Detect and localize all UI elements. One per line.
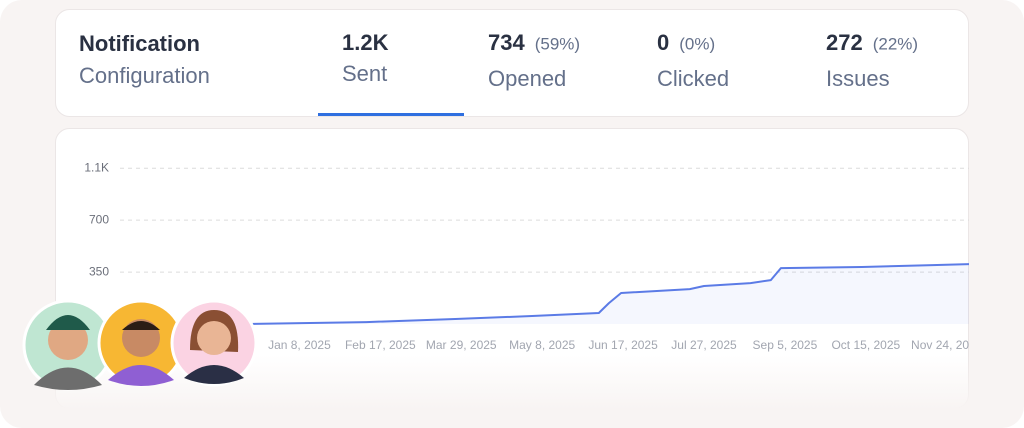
active-tab-indicator xyxy=(318,113,464,116)
stat-label: Sent xyxy=(342,61,387,86)
subtitle: Configuration xyxy=(79,63,210,88)
title: Notification xyxy=(79,31,200,56)
x-tick-label: Nov 24, 2025 xyxy=(911,338,983,352)
y-tick-label: 1.1K xyxy=(84,160,109,174)
line xyxy=(248,263,969,325)
stats: 1.2K Sent 734 (59%) Opened 0 (0%) Clicked 272 (22… xyxy=(318,30,918,116)
x-tick-label: May 8, 2025 xyxy=(509,338,575,352)
stat-value: 734 xyxy=(488,30,525,55)
line-area xyxy=(248,264,969,324)
x-tick-label: Sep 5, 2025 xyxy=(753,338,818,352)
avatar xyxy=(170,299,258,387)
stat-label: Clicked xyxy=(657,66,729,91)
x-tick-label: Jan 8, 2025 xyxy=(268,338,331,352)
avatar xyxy=(22,299,114,391)
x-tick-label: Mar 29, 2025 xyxy=(426,338,497,352)
stat-percent: (0%) xyxy=(679,34,715,53)
y-tick-label: 700 xyxy=(89,212,109,226)
stat-value: 1.2K xyxy=(342,30,389,55)
avatar xyxy=(97,299,185,387)
x-tick-label: Oct 15, 2025 xyxy=(831,338,900,352)
stat-label: Issues xyxy=(826,66,890,91)
stat-percent: (59%) xyxy=(535,34,580,53)
x-tick-label: Feb 17, 2025 xyxy=(345,338,416,352)
avatars xyxy=(22,299,258,391)
x-tick-label: Jun 17, 2025 xyxy=(588,338,658,352)
stat-percent: (22%) xyxy=(873,34,918,53)
plot: 350 700 1.1K Jan 8, 2025 Feb 17, 2025 Mar 29,… xyxy=(84,160,983,352)
x-tick-label: Jul 27, 2025 xyxy=(671,338,737,352)
stat-value: 272 xyxy=(826,30,863,55)
y-tick-label: 350 xyxy=(89,264,109,278)
header-card xyxy=(55,9,969,117)
stat-value: 0 xyxy=(657,30,669,55)
stat-label: Opened xyxy=(488,66,566,91)
